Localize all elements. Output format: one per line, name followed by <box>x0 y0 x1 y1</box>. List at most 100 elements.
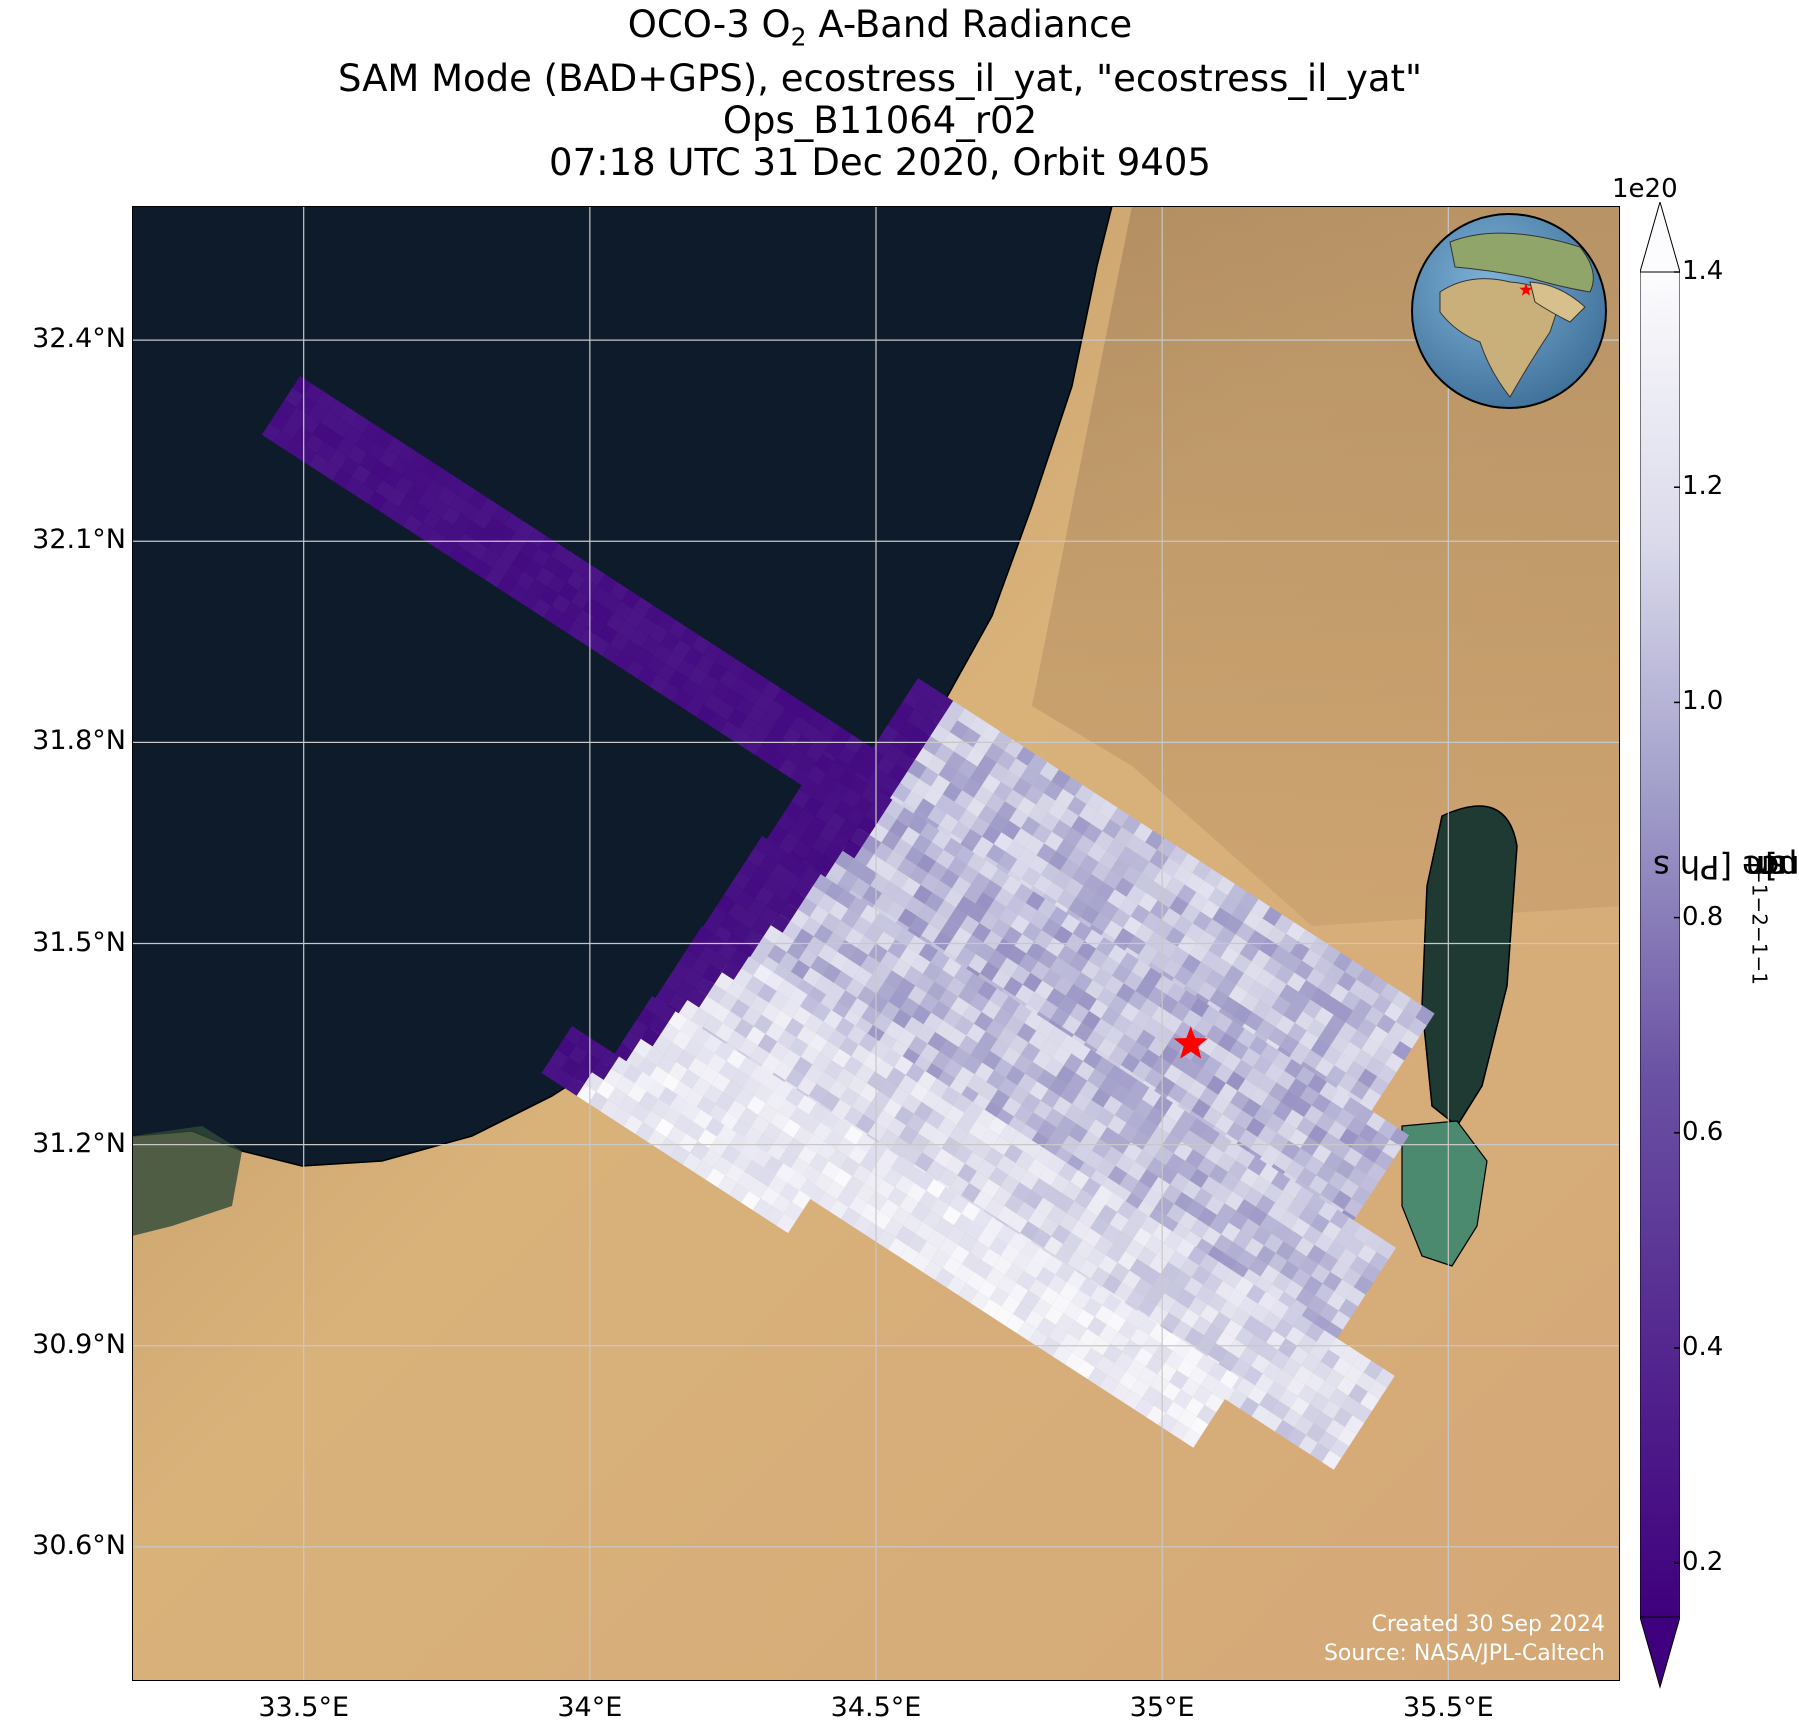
swath-pixel <box>699 995 719 1016</box>
swath-pixel <box>1220 946 1240 966</box>
swath-pixel <box>1272 1272 1292 1292</box>
swath-pixel <box>1188 1366 1208 1386</box>
swath-pixel <box>461 552 481 572</box>
swath-pixel <box>763 925 783 945</box>
swath-pixel <box>1130 1378 1150 1398</box>
swath-pixel <box>1286 921 1306 942</box>
swath-pixel <box>1241 1047 1261 1068</box>
swath-pixel <box>780 998 801 1019</box>
swath-pixel <box>852 1214 873 1235</box>
swath-pixel <box>815 1021 836 1041</box>
swath-pixel <box>1264 1063 1285 1083</box>
swath-pixel <box>879 1148 899 1168</box>
swath-pixel <box>1067 1270 1087 1290</box>
swath-pixel <box>1098 799 1118 820</box>
swath-pixel <box>668 1061 688 1082</box>
swath-pixel <box>1347 1166 1367 1187</box>
swath-pixel <box>1224 1140 1244 1161</box>
swath-pixel <box>1204 1145 1225 1165</box>
swath-pixel <box>623 1064 643 1084</box>
swath-pixel <box>963 884 983 904</box>
swath-pixel <box>1134 873 1154 893</box>
swath-pixel <box>749 995 769 1015</box>
swath-pixel <box>820 1040 840 1061</box>
swath-pixel <box>1106 1064 1126 1085</box>
swath-pixel <box>1318 1252 1338 1272</box>
swath-pixel <box>940 919 960 939</box>
swath-pixel <box>1196 1404 1217 1425</box>
swath-pixel <box>880 775 900 795</box>
swath-pixel <box>859 1152 880 1172</box>
swath-pixel <box>1366 1162 1387 1183</box>
title-line-2: SAM Mode (BAD+GPS), ecostress_il_yat, "e… <box>337 57 1423 101</box>
swath-pixel <box>1169 896 1189 916</box>
swath-pixel <box>1308 1175 1329 1195</box>
swath-pixel <box>868 1191 888 1211</box>
swath-pixel <box>339 456 360 477</box>
swath-pixel <box>1263 1007 1284 1028</box>
swath-pixel <box>351 414 371 434</box>
swath-pixel <box>942 1008 963 1028</box>
swath-pixel <box>1246 1334 1267 1355</box>
swath-pixel <box>870 873 890 894</box>
swath-pixel <box>937 1117 957 1137</box>
swath-pixel <box>855 1114 876 1134</box>
swath-pixel <box>1263 1412 1283 1432</box>
swath-pixel <box>805 1133 825 1154</box>
swath-pixel <box>611 1056 631 1076</box>
swath-pixel <box>1158 1165 1178 1185</box>
swath-pixel <box>1164 1230 1184 1251</box>
swath-pixel <box>989 988 1009 1008</box>
swath-pixel <box>699 673 720 694</box>
swath-pixel <box>908 865 929 885</box>
swath-pixel <box>836 1137 856 1157</box>
swath-pixel <box>1361 1037 1381 1057</box>
swath-pixel <box>1089 999 1109 1019</box>
swath-pixel <box>1049 956 1070 977</box>
swath-pixel <box>1121 1219 1141 1240</box>
swath-pixel <box>757 1033 778 1054</box>
swath-pixel <box>980 723 1001 744</box>
swath-pixel <box>828 1079 848 1100</box>
swath-pixel <box>1337 1426 1357 1447</box>
swath-pixel <box>1243 1365 1263 1386</box>
swath-pixel <box>917 1070 937 1091</box>
swath-pixel <box>1333 1228 1354 1249</box>
swath-pixel <box>691 1026 711 1046</box>
swath-pixel <box>1051 769 1071 789</box>
swath-pixel <box>1159 1044 1179 1065</box>
swath-pixel <box>1192 911 1213 931</box>
swath-pixel <box>1317 1201 1338 1222</box>
swath-pixel <box>1174 1192 1194 1212</box>
swath-pixel <box>1197 1156 1217 1177</box>
swath-pixel <box>907 759 927 779</box>
swath-pixel <box>853 966 873 987</box>
swath-pixel <box>1235 1377 1256 1398</box>
swath-pixel <box>422 510 442 530</box>
swath-pixel <box>880 950 900 971</box>
swath-pixel <box>1098 850 1119 870</box>
swath-pixel <box>1259 937 1279 958</box>
swath-pixel <box>998 1077 1018 1098</box>
swath-pixel <box>1075 1061 1095 1081</box>
swath-pixel <box>957 1163 977 1183</box>
swath-pixel <box>680 1069 700 1089</box>
swath-pixel <box>656 612 676 632</box>
swath-pixel <box>789 1106 809 1127</box>
swath-pixel <box>845 978 865 998</box>
swath-pixel <box>562 551 582 571</box>
swath-pixel <box>1208 887 1228 908</box>
swath-pixel <box>944 888 964 908</box>
swath-pixel <box>812 1122 833 1142</box>
swath-pixel <box>980 1128 1000 1148</box>
swath-pixel <box>437 537 458 557</box>
swath-pixel <box>1080 905 1100 925</box>
swath-pixel <box>821 1160 841 1181</box>
swath-pixel <box>1057 945 1077 965</box>
swath-pixel <box>816 1141 837 1161</box>
swath-pixel <box>1205 969 1225 989</box>
swath-pixel <box>706 984 727 1004</box>
swath-pixel <box>644 604 664 625</box>
swath-pixel <box>780 832 800 852</box>
swath-pixel <box>864 748 884 768</box>
